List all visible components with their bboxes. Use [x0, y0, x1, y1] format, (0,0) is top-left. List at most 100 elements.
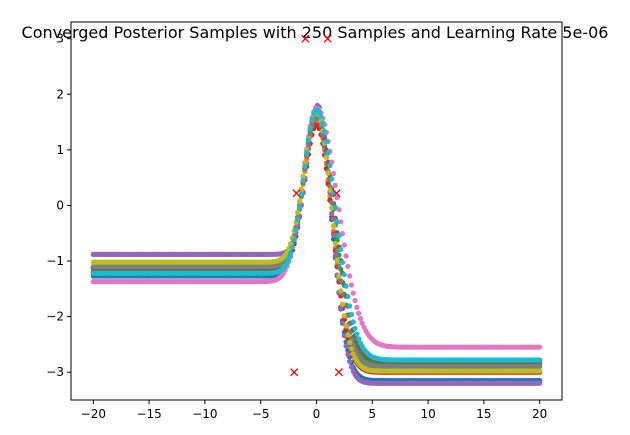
data-point	[343, 253, 349, 259]
chart-title: Converged Posterior Samples with 250 Sam…	[22, 23, 609, 42]
data-point	[330, 170, 337, 177]
series-5	[90, 102, 543, 386]
data-point	[329, 176, 335, 182]
series-9	[90, 108, 543, 374]
x-marker	[301, 34, 310, 43]
data-point	[350, 351, 356, 357]
series-8	[90, 114, 543, 370]
data-point	[537, 364, 543, 370]
series-2	[90, 117, 543, 375]
data-point	[336, 233, 342, 239]
data-point	[348, 364, 355, 370]
data-point	[309, 117, 315, 123]
data-point	[300, 173, 306, 179]
data-point	[347, 339, 353, 346]
y-tick-label: −2	[46, 310, 64, 324]
data-point	[323, 138, 329, 145]
data-point	[347, 303, 353, 309]
y-tick-label: −3	[46, 365, 64, 379]
data-point	[339, 320, 346, 326]
data-point	[320, 120, 326, 126]
data-point	[291, 236, 297, 243]
data-point	[334, 219, 340, 225]
y-tick-label: 2	[56, 87, 64, 101]
x-tick-label: −20	[81, 407, 106, 421]
x-marker	[290, 368, 299, 377]
x-tick-label: 15	[476, 407, 491, 421]
data-point	[343, 343, 349, 349]
data-point	[307, 126, 313, 132]
data-point	[352, 325, 358, 332]
data-point	[348, 311, 355, 318]
data-point	[338, 288, 344, 294]
data-point	[354, 331, 360, 337]
x-tick-label: −10	[192, 407, 217, 421]
data-point	[348, 282, 355, 288]
data-point	[334, 194, 340, 201]
data-point	[352, 298, 358, 304]
axes-frame	[70, 21, 563, 401]
data-point	[341, 313, 347, 319]
data-point	[327, 187, 333, 193]
series-3	[90, 111, 543, 367]
data-point	[305, 141, 312, 147]
data-point	[338, 246, 344, 253]
data-point	[338, 277, 344, 284]
y-axis: −3 −2 −1 0 1 2 3	[46, 32, 71, 379]
data-point	[356, 336, 362, 342]
series-10	[90, 107, 543, 363]
data-point	[302, 163, 308, 170]
data-point	[287, 251, 294, 257]
x-tick-label: 10	[420, 407, 435, 421]
series-7	[90, 105, 543, 350]
data-point	[345, 351, 351, 358]
data-point	[305, 137, 312, 143]
series-1	[90, 108, 543, 384]
data-point	[537, 380, 543, 386]
data-point	[307, 131, 313, 137]
data-point	[295, 209, 301, 215]
data-point	[356, 310, 362, 316]
data-point	[336, 273, 342, 279]
data-point	[329, 200, 335, 206]
data-point	[325, 170, 331, 176]
data-point	[321, 128, 328, 135]
data-point	[339, 301, 346, 307]
x-tick-label: −15	[136, 407, 161, 421]
data-point	[343, 283, 349, 289]
x-tick-label: −5	[252, 407, 270, 421]
x-tick-label: 5	[368, 407, 376, 421]
plot-area	[90, 34, 543, 386]
data-point	[332, 240, 338, 246]
x-marker	[292, 189, 301, 198]
marker-group	[290, 34, 343, 377]
data-point	[327, 162, 333, 169]
data-point	[325, 150, 331, 156]
data-point	[347, 358, 353, 365]
data-point	[347, 273, 353, 279]
data-point	[295, 216, 301, 223]
data-point	[354, 304, 360, 310]
data-point	[304, 150, 310, 156]
data-point	[316, 109, 322, 115]
data-point	[334, 257, 340, 263]
data-point	[296, 204, 303, 211]
data-point	[359, 320, 365, 326]
data-point	[318, 114, 324, 120]
data-point	[341, 242, 347, 248]
x-marker	[323, 34, 332, 43]
data-point	[300, 177, 306, 184]
data-point	[350, 290, 356, 296]
data-point	[336, 263, 342, 269]
series-4	[90, 122, 543, 375]
data-point	[345, 293, 351, 300]
y-tick-label: 0	[56, 198, 64, 212]
data-point	[357, 316, 364, 322]
data-point	[341, 272, 347, 278]
y-tick-label: −1	[46, 254, 64, 268]
x-axis: −20 −15 −10 −5 0 5 10 15 20	[81, 400, 547, 421]
x-tick-label: 20	[532, 407, 547, 421]
data-point	[537, 368, 543, 374]
series-6	[90, 114, 543, 364]
